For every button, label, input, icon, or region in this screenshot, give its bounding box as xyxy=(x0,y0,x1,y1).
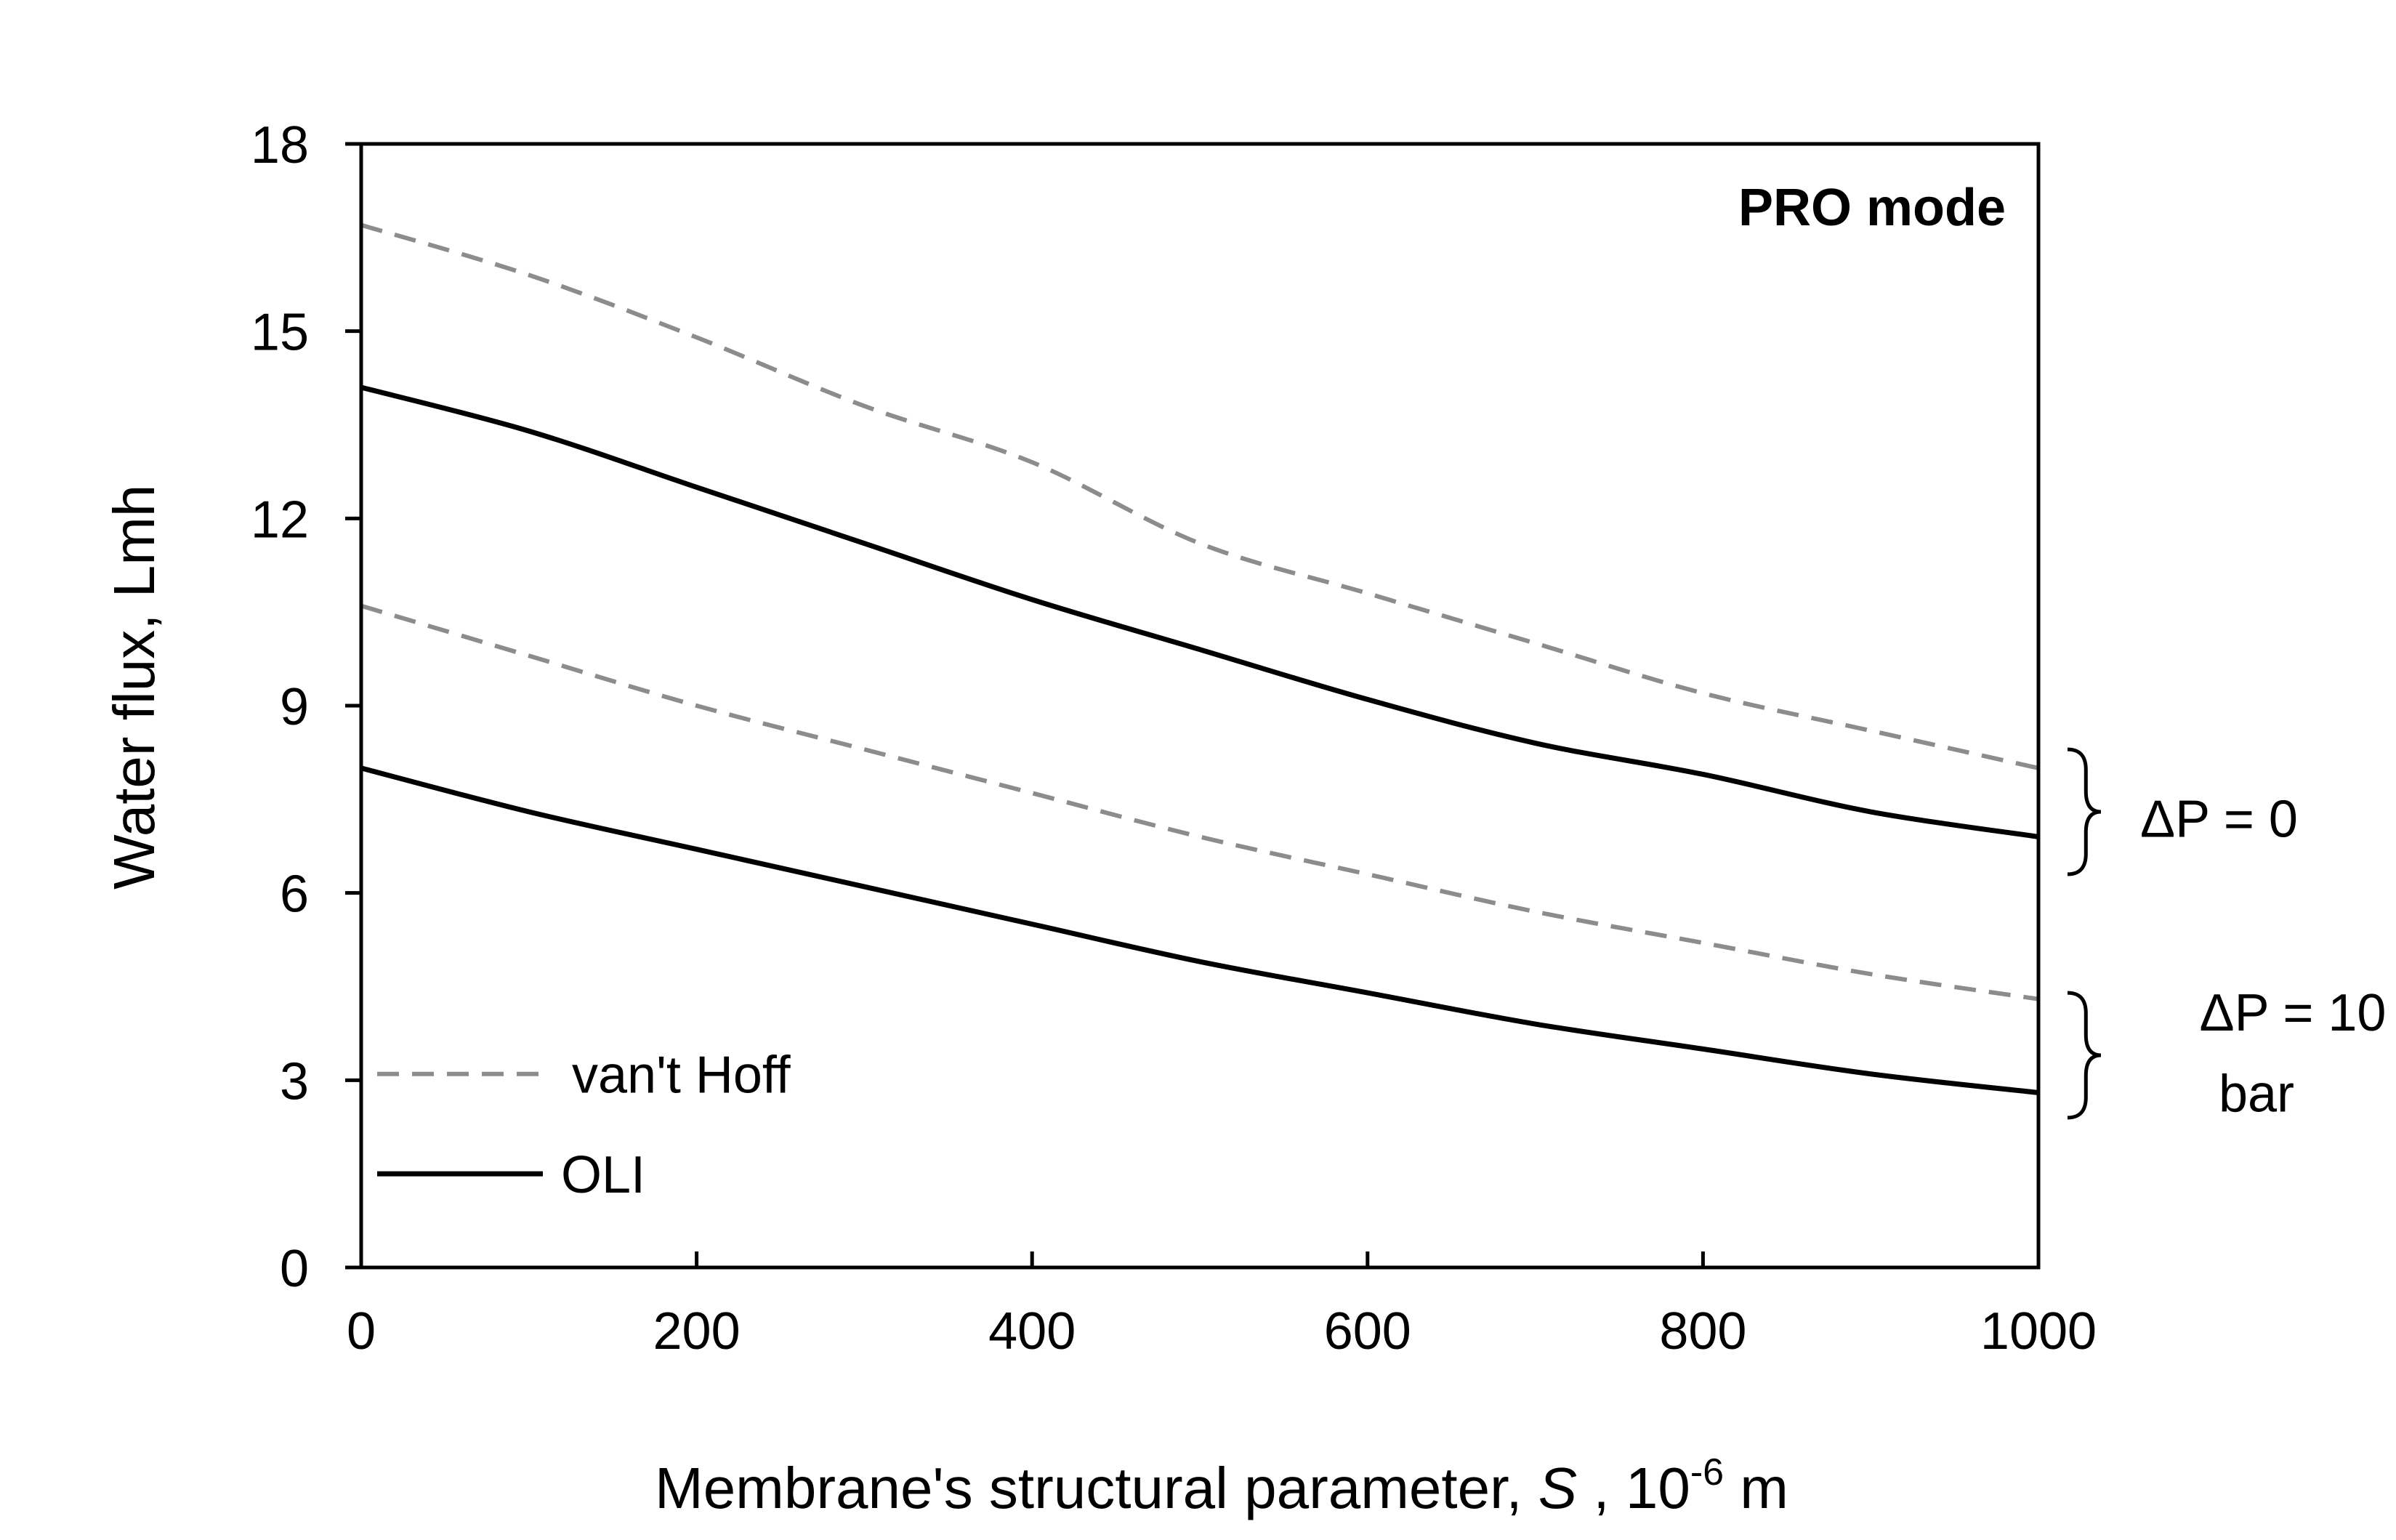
brace-dp0 xyxy=(2067,747,2102,876)
series-line-oli-dp10 xyxy=(360,765,2039,1095)
x-tick-label: 0 xyxy=(347,1302,376,1360)
legend-label-oli: OLI xyxy=(561,1146,645,1204)
y-tick-label: 18 xyxy=(251,116,309,174)
y-tick-label: 15 xyxy=(251,304,309,362)
y-axis-label: Water flux, Lmh xyxy=(102,485,166,890)
series-line-vant-hoff-dp0 xyxy=(360,222,2039,770)
x-tick-label: 200 xyxy=(653,1302,741,1360)
x-tick-label: 800 xyxy=(1659,1302,1746,1360)
annotation-dp10: ΔP = 10 xyxy=(2200,984,2387,1042)
annotation-layer: ΔP = 0 ΔP = 10 bar xyxy=(2067,747,2387,1124)
series-layer xyxy=(360,222,2039,1095)
annotation-dp0: ΔP = 0 xyxy=(2140,791,2298,849)
tick-layer: 0 200 400 600 800 1000 0 3 6 9 12 15 18 xyxy=(251,116,2097,1360)
y-tick-label: 12 xyxy=(251,491,309,549)
y-tick-label: 3 xyxy=(280,1052,309,1110)
y-tick-label: 9 xyxy=(280,678,309,736)
chart-title: PRO mode xyxy=(1738,179,2006,237)
x-tick-label: 1000 xyxy=(1980,1302,2097,1360)
y-tick-label: 0 xyxy=(280,1240,309,1298)
series-line-oli-dp0 xyxy=(360,384,2039,839)
x-axis-label-prefix: Membrane's structural parameter, xyxy=(655,1456,1538,1520)
x-axis-label-middle: , 10 xyxy=(1577,1456,1690,1520)
x-axis-label-exponent: -6 xyxy=(1690,1451,1724,1493)
x-axis-label-variable: S xyxy=(1538,1456,1577,1520)
legend-label-vant-hoff: van't Hoff xyxy=(572,1047,791,1105)
annotation-dp10-unit: bar xyxy=(2219,1065,2294,1124)
y-tick-label: 6 xyxy=(280,866,309,924)
x-axis-label: Membrane's structural parameter, S , 10-… xyxy=(655,1451,1788,1520)
legend: van't Hoff OLI xyxy=(377,1047,791,1204)
brace-dp10 xyxy=(2067,991,2102,1120)
series-line-vant-hoff-dp10 xyxy=(360,603,2039,1001)
x-axis-label-unit: m xyxy=(1724,1456,1788,1520)
x-tick-label: 600 xyxy=(1324,1302,1411,1360)
x-tick-label: 400 xyxy=(988,1302,1076,1360)
